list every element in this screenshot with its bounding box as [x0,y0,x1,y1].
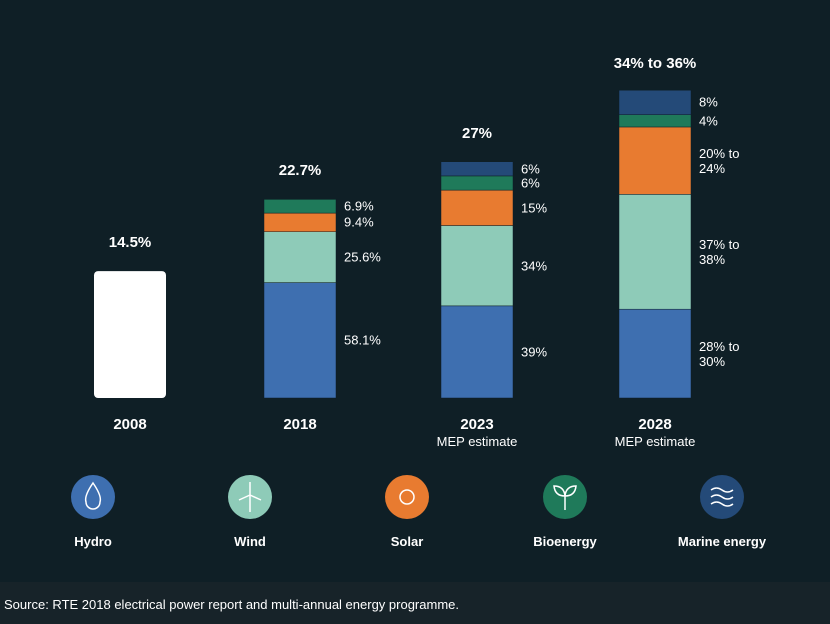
bar-segment [618,308,692,399]
value-label: 9.4% [344,214,374,230]
x-tick-label: 2008 [113,416,147,433]
bar-segment [618,114,692,128]
legend-label: Marine energy [677,534,767,549]
footer: Source: RTE 2018 electrical power report… [0,582,830,624]
total-label: 14.5% [108,234,152,252]
stack [618,89,692,399]
bar-segment [618,126,692,195]
total-label: 22.7% [278,162,322,180]
legend-swatch [71,475,115,519]
x-subtitle: MEP estimate [436,434,518,449]
bar-segment [263,212,337,233]
value-label: 39% [521,344,548,360]
total-label: 27% [461,124,493,142]
source: Source: RTE 2018 electrical power report… [4,597,459,612]
stack [440,161,514,399]
legend-label: Solar [390,534,424,549]
chart [71,89,744,519]
legend-swatch [385,475,429,519]
x-tick-label: 2018 [283,416,317,433]
value-label: 6% [521,161,540,177]
bar-segment [440,161,514,177]
value-label: 6% [521,175,540,191]
value-label: 28% to 30% [699,338,740,369]
value-label: 8% [699,94,718,110]
legend-label: Bioenergy [533,534,597,549]
x-tick-label: 2023 [460,416,494,433]
value-label: 6.9% [344,198,374,214]
value-label: 25.6% [344,249,381,265]
value-label: 58.1% [344,332,381,348]
value-label: 20% to 24% [699,145,740,176]
stack [263,199,337,399]
bar-segment [263,231,337,283]
hydro-glyph [84,481,102,510]
value-label: 15% [521,200,548,216]
marine-glyph [710,487,734,507]
legend-label: Hydro [74,534,112,549]
total-label: 34% to 36% [613,54,697,72]
bar-segment [618,89,692,115]
bar-segment [263,282,337,399]
icon-glyphs [84,481,734,512]
bar-segment [440,189,514,226]
value-label: 34% [521,258,548,274]
bar-segment [618,194,692,310]
solar-glyph [399,489,415,505]
bar-segment [440,175,514,191]
x-subtitle: MEP estimate [614,434,696,449]
bar [94,271,166,398]
bar-segment [440,225,514,307]
x-tick-label: 2028 [638,416,672,433]
bar-segment [440,305,514,399]
wind-glyph [238,482,262,512]
value-label: 4% [699,113,718,129]
bio-glyph [553,485,577,510]
bar-segment [263,199,337,214]
value-label: 37% to 38% [699,236,740,267]
legend-label: Wind [234,534,266,549]
